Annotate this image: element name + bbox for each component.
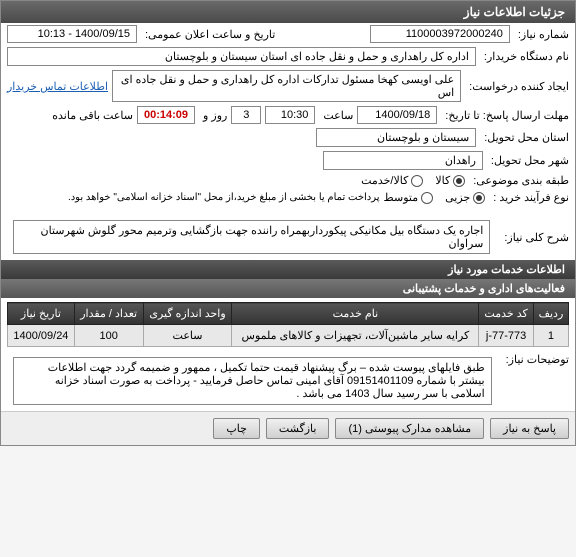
th-qty: تعداد / مقدار [74,303,143,325]
th-name: نام خدمت [232,303,479,325]
th-date: تاریخ نیاز [8,303,75,325]
time-label-1: ساعت [319,109,353,122]
countdown-timer: 00:14:09 [137,106,195,124]
buyer-value: اداره کل راهداری و حمل و نقل جاده ای است… [7,47,476,66]
td-row: 1 [533,325,568,347]
days-value: 3 [231,106,261,124]
pkg-radio-kala[interactable]: کالا [435,174,465,187]
td-date: 1400/09/24 [8,325,75,347]
section-services: اطلاعات خدمات مورد نیاز [1,260,575,279]
deadline-label: مهلت ارسال پاسخ: تا تاریخ: [441,109,569,122]
respond-button[interactable]: پاسخ به نیاز [490,418,569,439]
announce-label: تاریخ و ساعت اعلان عمومی: [141,28,275,41]
proc-radio-1[interactable]: جزیی [445,191,485,204]
proc-label: نوع فرآیند خرید : [489,191,569,204]
attachments-button[interactable]: مشاهده مدارک پیوستی (1) [335,418,484,439]
pkg-label: طبقه بندی موضوعی: [469,174,569,187]
radio-icon [411,175,423,187]
panel-title: جزئیات اطلاعات نیاز [1,1,575,23]
th-row: ردیف [533,303,568,325]
deadline-time: 10:30 [265,106,315,124]
desc-value: اجاره یک دستگاه بیل مکانیکی پیکورداربهمر… [13,220,490,254]
td-name: کرایه سایر ماشین‌آلات، تجهیزات و کالاهای… [232,325,479,347]
proc-radio-2[interactable]: متوسط [384,191,434,204]
notes-label: توضیحات نیاز: [502,353,569,366]
deadline-date: 1400/09/18 [357,106,437,124]
need-no-value: 1100003972000240 [370,25,510,43]
days-label: روز و [199,109,227,122]
print-button[interactable]: چاپ [213,418,260,439]
proc-v1-label: جزیی [445,191,470,204]
requester-value: علی اویسی کهخا مسئول تدارکات اداره کل را… [112,70,461,102]
proc-v2-label: متوسط [384,191,419,204]
desc-label: شرح کلی نیاز: [500,231,569,244]
pkg-kala-label: کالا [435,174,450,187]
remaining-label: ساعت باقی مانده [48,109,133,122]
need-no-label: شماره نیاز: [514,28,569,41]
city-value: راهدان [323,151,483,170]
province-value: سیستان و بلوچستان [316,128,476,147]
services-table: ردیف کد خدمت نام خدمت واحد اندازه گیری ت… [7,302,569,347]
section-activity: فعالیت‌های اداری و خدمات پشتیبانی [1,279,575,298]
notes-value: طبق فایلهای پیوست شده – برگ پیشنهاد قیمت… [13,357,492,405]
proc-note: پرداخت تمام یا بخشی از مبلغ خرید،از محل … [64,192,380,203]
buyer-label: نام دستگاه خریدار: [480,50,569,63]
province-label: استان محل تحویل: [480,131,569,144]
pkg-khadamat-label: کالا/خدمت [361,174,408,187]
contact-link[interactable]: اطلاعات تماس خریدار [7,80,108,93]
pkg-radio-khadamat[interactable]: کالا/خدمت [361,174,423,187]
radio-icon [421,192,433,204]
radio-icon [453,175,465,187]
table-header-row: ردیف کد خدمت نام خدمت واحد اندازه گیری ت… [8,303,569,325]
td-code: j-77-773 [479,325,534,347]
city-label: شهر محل تحویل: [487,154,569,167]
requester-label: ایجاد کننده درخواست: [465,80,569,93]
table-row: 1 j-77-773 کرایه سایر ماشین‌آلات، تجهیزا… [8,325,569,347]
td-unit: ساعت [143,325,232,347]
radio-icon [473,192,485,204]
announce-value: 1400/09/15 - 10:13 [7,25,137,43]
th-unit: واحد اندازه گیری [143,303,232,325]
back-button[interactable]: بازگشت [266,418,330,439]
th-code: کد خدمت [479,303,534,325]
td-qty: 100 [74,325,143,347]
